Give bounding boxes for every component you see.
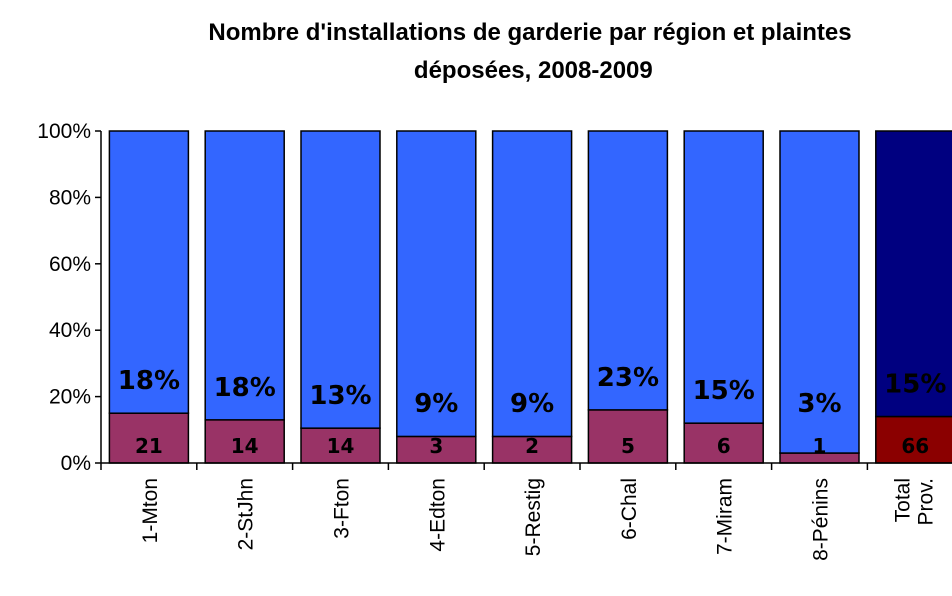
x-tick-label: 1-Mton [139,478,162,543]
rate-label: 15% [693,376,755,406]
count-label: 14 [231,434,259,458]
count-label: 66 [901,434,929,458]
bar-segment [300,427,381,464]
y-tick-label: 40% [49,319,91,342]
count-label: 2 [525,434,539,458]
x-tick-label: 7-Miram [714,478,737,555]
count-label: 1 [813,434,827,458]
x-tick-label: 3-Fton [331,478,354,539]
x-tick-label: 8-Pénins [810,478,833,561]
x-tick-label: 4-Edton [426,478,449,552]
bar-segment [779,130,860,454]
bar-segment [396,435,477,464]
bar-segment [108,130,190,414]
x-tick-label: 5-Restig [522,478,545,556]
count-label: 21 [135,434,163,458]
rate-label: 15% [884,370,946,400]
y-tick-label: 100% [37,120,91,143]
rate-label: 13% [309,381,371,411]
y-tick-label: 80% [49,186,91,209]
y-tick-label: 20% [49,386,91,409]
count-label: 6 [717,434,731,458]
bar-segment [396,130,477,438]
bar-segment [683,422,764,464]
bar-segment [875,130,952,418]
rate-label: 18% [214,373,276,403]
rate-label: 18% [118,366,180,396]
x-tick-label: 6-Chal [618,478,641,540]
bar-segment [683,130,764,424]
bar-segment [204,130,285,421]
bar-segment [587,130,669,411]
count-label: 14 [327,434,355,458]
rate-label: 23% [597,363,659,393]
rate-label: 3% [797,389,841,419]
bar-segment [491,130,573,438]
rate-label: 9% [510,389,554,419]
bar-segment [875,415,952,464]
y-tick-label: 0% [61,452,91,475]
bar-segment [204,419,285,464]
rate-label: 9% [414,389,458,419]
chart-title: Nombre d'installations de garderie par r… [208,19,851,84]
bar-segment [300,130,381,429]
count-label: 3 [429,434,443,458]
y-tick-label: 60% [49,253,91,276]
count-label: 5 [621,434,635,458]
x-tick-label: Total Prov. [891,478,937,531]
x-tick-label: 2-StJhn [235,478,258,550]
bar-segment [587,409,669,464]
